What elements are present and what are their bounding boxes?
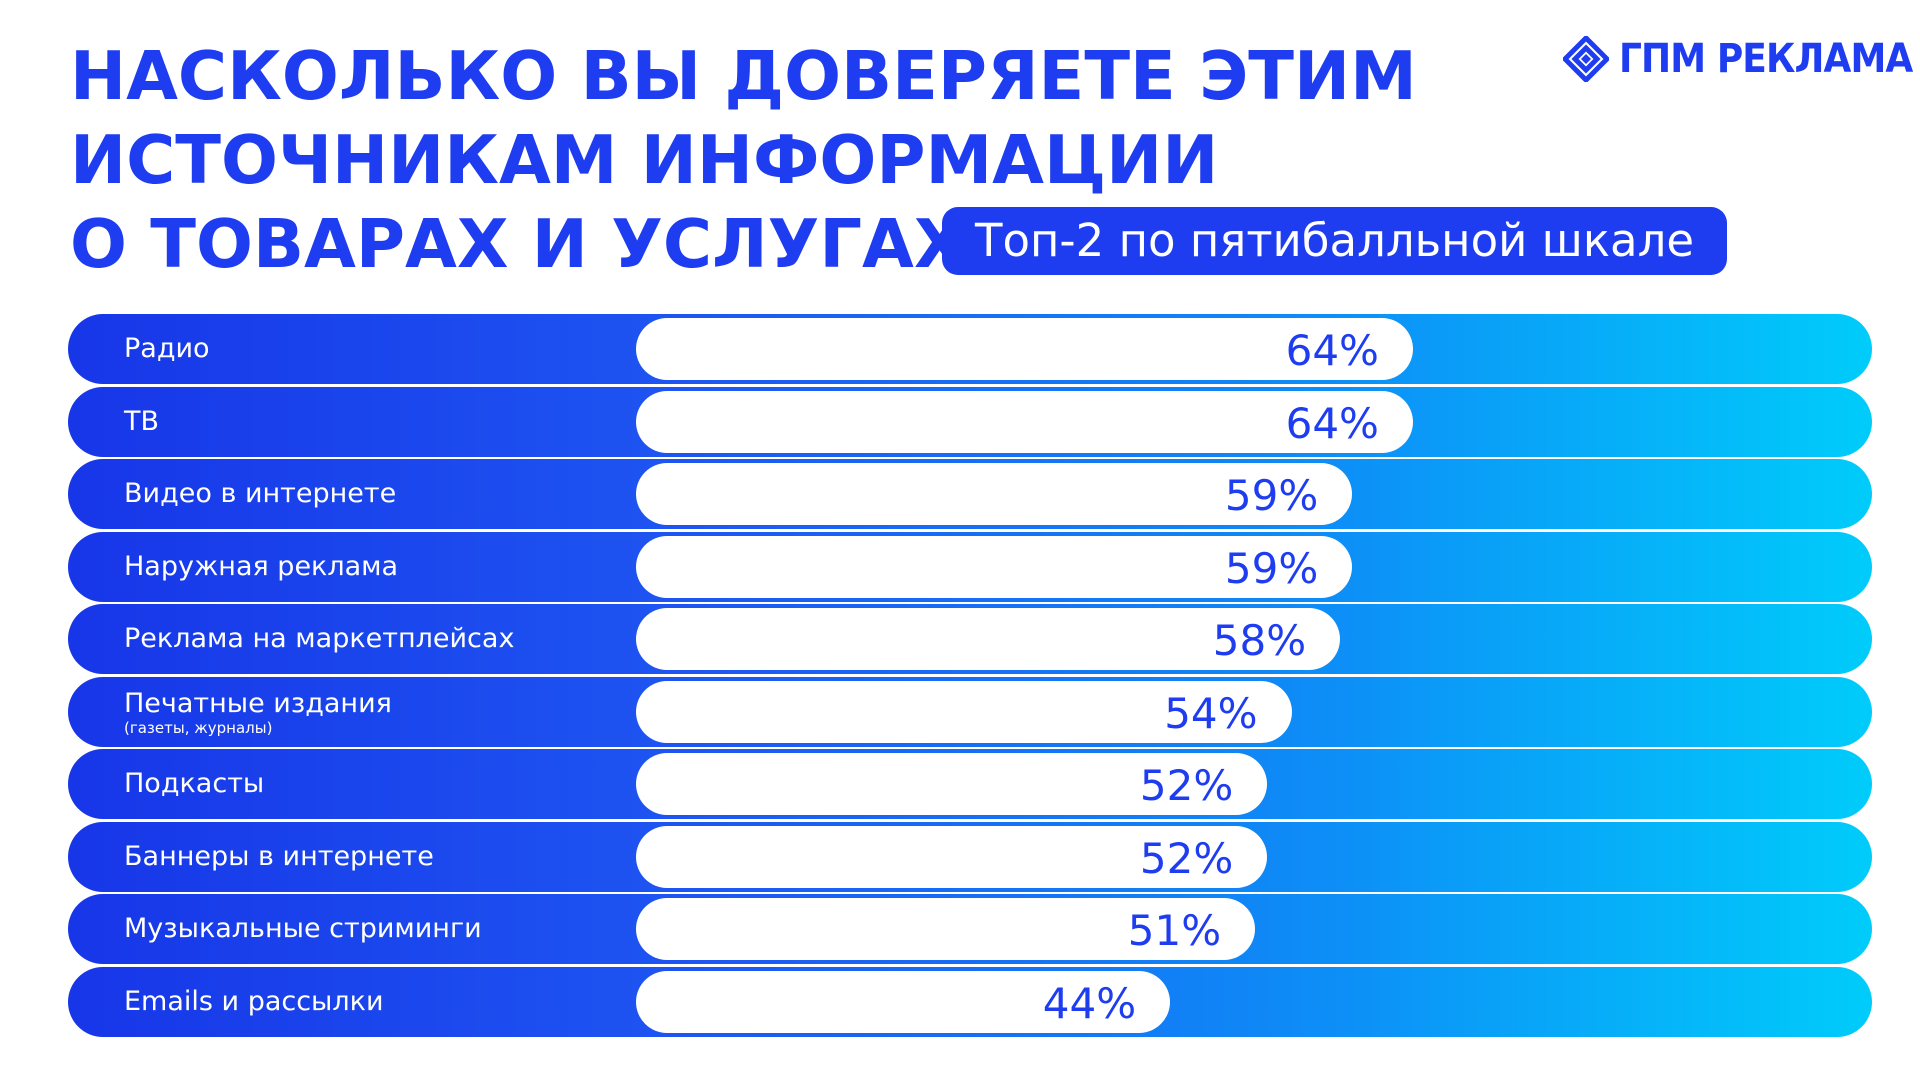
category-name: Баннеры в интернете bbox=[124, 840, 434, 872]
value-label: 52% bbox=[1139, 761, 1234, 810]
category-label: Печатные издания (газеты, журналы) bbox=[124, 677, 392, 747]
category-name: Радио bbox=[124, 333, 210, 364]
value-bar: 44% bbox=[636, 970, 1171, 1033]
value-bar: 54% bbox=[636, 680, 1292, 743]
category-name: Emails и рассылки bbox=[124, 985, 384, 1017]
value-bar: 51% bbox=[636, 898, 1256, 960]
value-bar: 58% bbox=[636, 608, 1341, 670]
chart-row: Emails и рассылки 44% bbox=[68, 966, 1872, 1037]
value-label: 58% bbox=[1212, 616, 1307, 665]
chart-row: Реклама на маркетплейсах 58% bbox=[68, 604, 1872, 674]
category-name: Подкасты bbox=[124, 768, 265, 799]
value-bar: 52% bbox=[636, 825, 1268, 888]
category-label: Реклама на маркетплейсах bbox=[124, 604, 514, 674]
logo-text: ГПМ РЕКЛАМА bbox=[1619, 36, 1913, 82]
category-label: Музыкальные стриминги bbox=[124, 894, 482, 964]
diamond-logo-icon bbox=[1563, 36, 1609, 82]
category-name: Печатные издания bbox=[124, 687, 392, 719]
category-name: Музыкальные стриминги bbox=[124, 913, 482, 944]
value-label: 51% bbox=[1127, 906, 1222, 955]
chart-row: Видео в интернете 59% bbox=[68, 459, 1872, 529]
brand-logo: ГПМ РЕКЛАМА bbox=[1563, 36, 1920, 82]
category-label: ТВ bbox=[124, 387, 159, 457]
chart-row: Музыкальные стриминги 51% bbox=[68, 894, 1872, 964]
chart-row: ТВ 64% bbox=[68, 386, 1872, 457]
category-name: Наружная реклама bbox=[124, 550, 399, 582]
category-label: Наружная реклама bbox=[124, 532, 398, 602]
value-bar: 59% bbox=[636, 535, 1353, 598]
category-label: Emails и рассылки bbox=[124, 967, 384, 1037]
title-line-3: О ТОВАРАХ И УСЛУГАХ? bbox=[70, 205, 1005, 283]
value-bar: 64% bbox=[636, 390, 1413, 453]
value-label: 52% bbox=[1139, 833, 1234, 883]
chart-row: Баннеры в интернете 52% bbox=[68, 821, 1872, 892]
category-name: Видео в интернете bbox=[124, 478, 397, 509]
value-bar: 52% bbox=[636, 753, 1268, 815]
chart-row: Подкасты 52% bbox=[68, 749, 1872, 819]
category-label: Подкасты bbox=[124, 749, 264, 819]
value-bar: 64% bbox=[636, 318, 1413, 380]
value-label: 64% bbox=[1285, 326, 1379, 375]
title-line-2: ИСТОЧНИКАМ ИНФОРМАЦИИ bbox=[70, 121, 1219, 199]
category-note: (газеты, журналы) bbox=[124, 718, 273, 737]
value-bar: 59% bbox=[636, 463, 1353, 525]
value-label: 59% bbox=[1224, 471, 1319, 520]
value-label: 59% bbox=[1224, 543, 1319, 593]
page-title: НАСКОЛЬКО ВЫ ДОВЕРЯЕТЕ ЭТИМ ИСТОЧНИКАМ И… bbox=[70, 34, 1417, 286]
value-label: 44% bbox=[1042, 978, 1137, 1028]
chart-row: Печатные издания (газеты, журналы) 54% bbox=[68, 676, 1872, 747]
category-name: Реклама на маркетплейсах bbox=[124, 623, 515, 654]
subtitle-badge: Топ-2 по пятибалльной шкале bbox=[942, 207, 1727, 275]
value-label: 54% bbox=[1164, 688, 1258, 738]
category-label: Видео в интернете bbox=[124, 459, 396, 529]
chart-row: Радио 64% bbox=[68, 314, 1872, 384]
category-label: Баннеры в интернете bbox=[124, 822, 434, 892]
category-name: ТВ bbox=[124, 405, 160, 437]
value-label: 64% bbox=[1285, 398, 1379, 448]
chart-row: Наружная реклама 59% bbox=[68, 531, 1872, 602]
category-label: Радио bbox=[124, 314, 210, 384]
title-line-1: НАСКОЛЬКО ВЫ ДОВЕРЯЕТЕ ЭТИМ bbox=[70, 37, 1417, 115]
